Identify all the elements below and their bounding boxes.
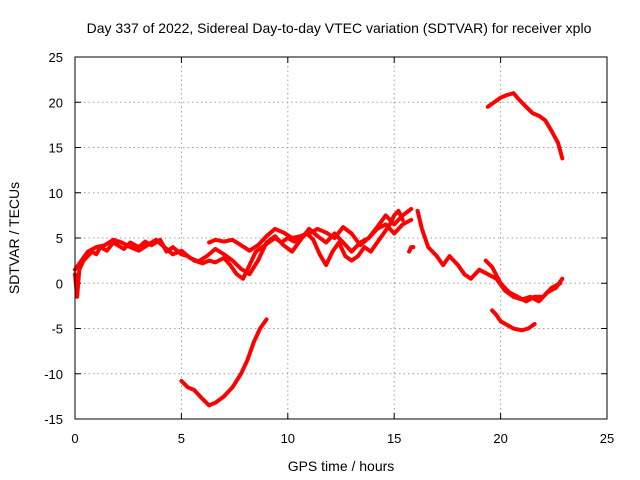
series-line-b [73,217,414,277]
y-tick-label: 5 [56,231,63,246]
y-tick-label: 15 [49,141,63,156]
x-tick-label: 10 [281,431,295,446]
series-line-a [73,208,405,299]
x-tick-label: 20 [493,431,507,446]
series-line-f [483,258,563,304]
y-tick-label: 0 [56,276,63,291]
y-tick-label: 10 [49,186,63,201]
series-line-i [407,245,416,254]
y-tick-label: 20 [49,95,63,110]
y-tick-label: -15 [44,412,63,427]
x-tick-label: 25 [600,431,614,446]
x-tick-label: 0 [71,431,78,446]
y-axis-label: SDTVAR / TECUs [6,182,22,294]
y-tick-label: -10 [44,367,63,382]
series-line-g [490,308,537,333]
plot-frame [74,56,608,420]
x-tick-label: 15 [387,431,401,446]
series-line-e [415,208,565,304]
series-line-h [485,91,565,161]
y-tick-label: -5 [51,322,63,337]
chart-title: Day 337 of 2022, Sidereal Day-to-day VTE… [87,20,592,36]
axis-ticks: 0 5 10 15 20 25 -15 -10 -5 0 5 10 15 20 25 [44,50,614,446]
series-line-d [179,317,269,408]
x-tick-label: 5 [178,431,185,446]
x-axis-label: GPS time / hours [288,458,395,474]
series-line-c [207,207,414,253]
y-tick-label: 25 [49,50,63,65]
data-series [73,91,565,408]
